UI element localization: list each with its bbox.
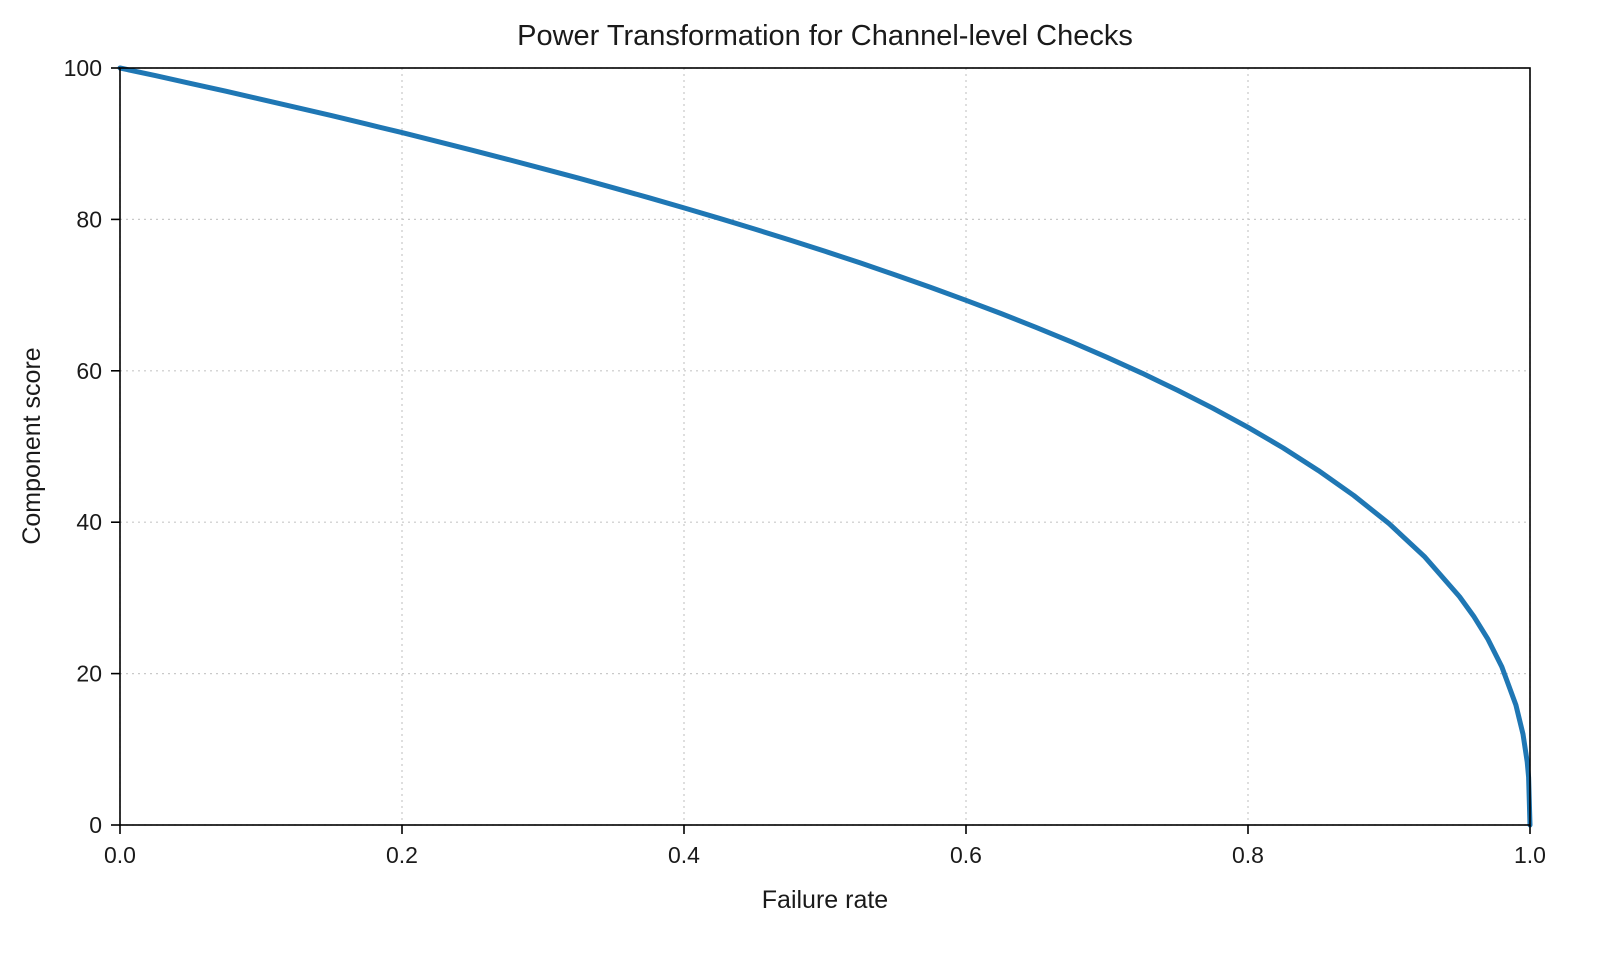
y-tick-label: 20 (76, 661, 102, 687)
y-tick-label: 0 (89, 812, 102, 838)
data-line (117, 65, 1533, 828)
x-tick-label: 1.0 (1514, 842, 1546, 868)
y-tick-label: 60 (76, 358, 102, 384)
y-tick-label: 100 (64, 55, 102, 81)
ticks-layer: 0.0 0.2 0.4 0.6 0.8 1.0 0 20 40 60 80 100 (64, 55, 1546, 868)
y-tick-label: 40 (76, 509, 102, 535)
x-axis-label: Failure rate (762, 886, 888, 914)
y-tick-label: 80 (76, 206, 102, 232)
chart-title: Power Transformation for Channel-level C… (517, 20, 1133, 52)
x-tick-label: 0.4 (668, 842, 700, 868)
x-tick-label: 0.0 (104, 842, 136, 868)
y-axis-label: Component score (18, 347, 46, 544)
x-tick-label: 0.2 (386, 842, 418, 868)
plot-border (119, 67, 1531, 826)
grid-layer (119, 67, 1531, 826)
series-layer (117, 65, 1533, 828)
x-tick-label: 0.6 (950, 842, 982, 868)
x-tick-label: 0.8 (1232, 842, 1264, 868)
axes-layer (119, 67, 1531, 826)
